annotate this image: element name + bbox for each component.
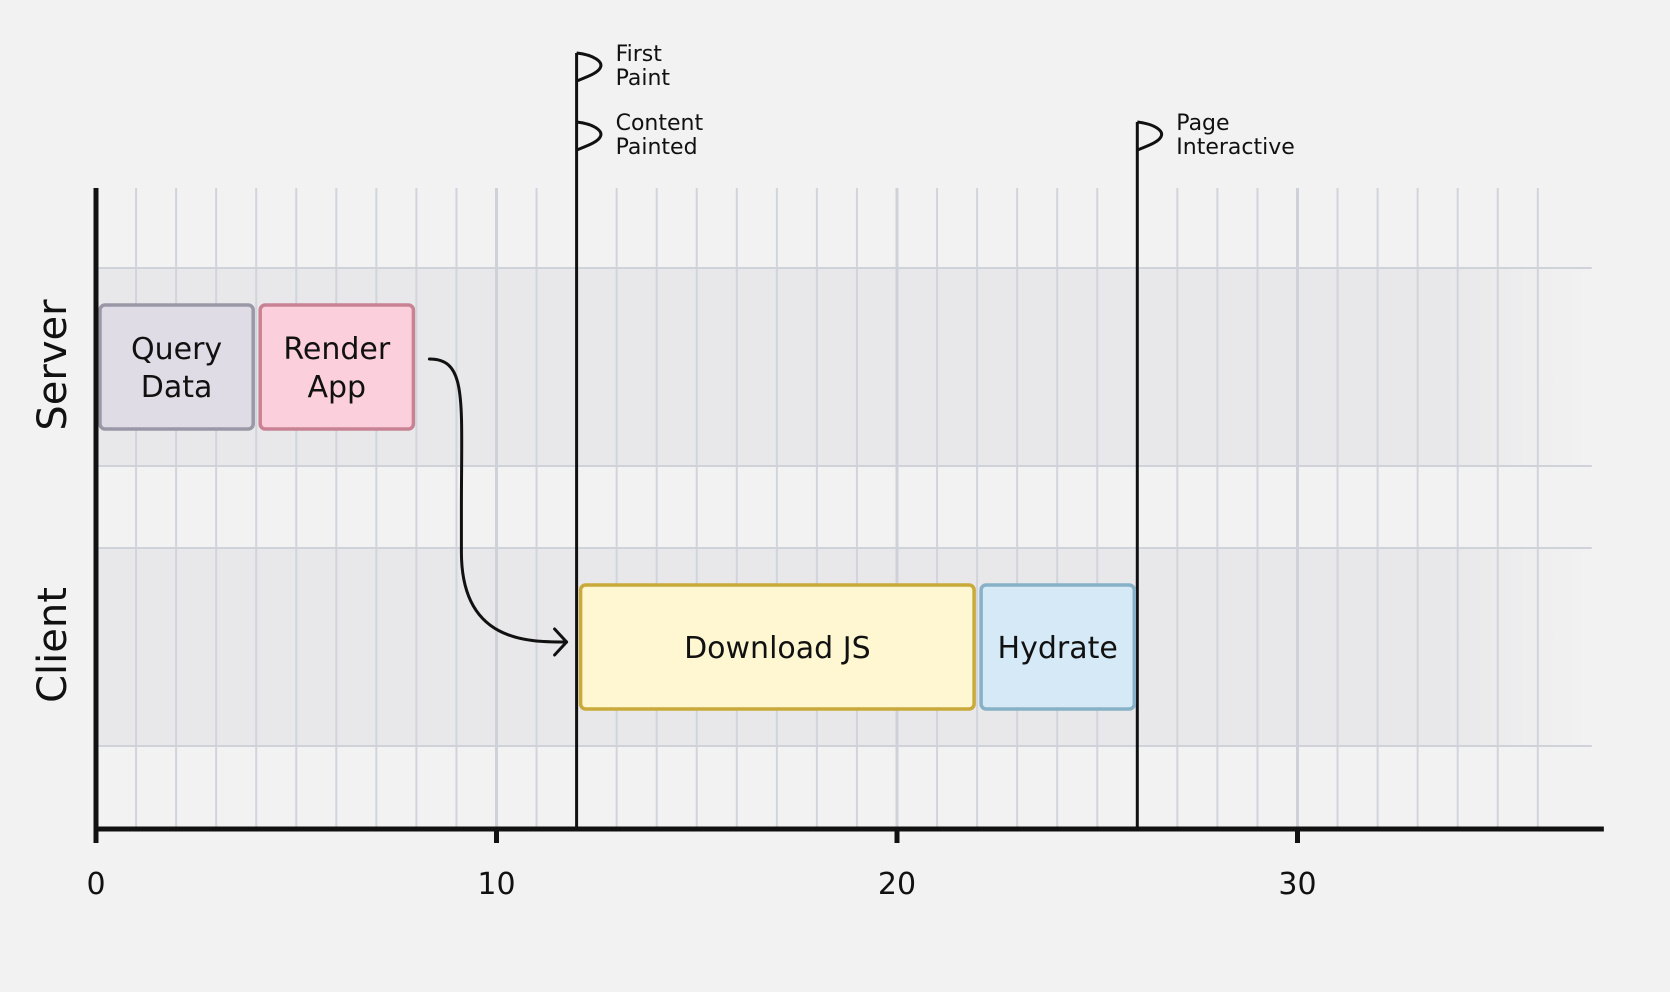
milestone-label-page-interactive: Page <box>1176 111 1229 136</box>
milestone-lines <box>575 53 1139 829</box>
flag-icon <box>1136 120 1164 152</box>
row-label-client: Client <box>30 587 76 703</box>
task-download-js: Download JS <box>578 583 976 711</box>
milestone-label-first-paint: Paint <box>616 66 671 91</box>
task-label-render-app: Render <box>283 332 390 367</box>
task-label-download-js: Download JS <box>684 631 871 666</box>
row-label-server: Server <box>30 299 76 431</box>
task-box-hydrate <box>979 583 1137 711</box>
x-tick-label: 0 <box>86 867 105 902</box>
dependency-arrow <box>427 357 569 657</box>
task-box-render-app <box>258 303 416 431</box>
task-label-render-app: App <box>307 370 366 405</box>
task-label-query-data: Data <box>141 370 213 405</box>
x-tick-label: 30 <box>1278 867 1316 902</box>
task-hydrate: Hydrate <box>979 583 1137 711</box>
milestone-label-content-painted: Content <box>616 111 704 136</box>
task-box-download-js <box>578 583 976 711</box>
grid-lines <box>96 188 1592 829</box>
task-box-query-data <box>98 303 255 431</box>
flag-icon <box>576 51 603 83</box>
milestone-label-first-paint: First <box>616 42 663 67</box>
milestone-label-content-painted: Painted <box>616 135 698 160</box>
arrowhead-icon <box>553 627 569 657</box>
dependency-path <box>427 357 569 644</box>
task-label-query-data: Query <box>131 332 222 367</box>
x-tick-label: 10 <box>477 867 515 902</box>
milestone-label-page-interactive: Interactive <box>1176 135 1295 160</box>
x-tick-label: 20 <box>878 867 916 902</box>
row-labels: Server Client <box>30 299 76 703</box>
task-label-hydrate: Hydrate <box>998 631 1118 666</box>
flag-icon <box>576 120 603 152</box>
axes: 0 10 20 30 <box>86 188 1604 902</box>
